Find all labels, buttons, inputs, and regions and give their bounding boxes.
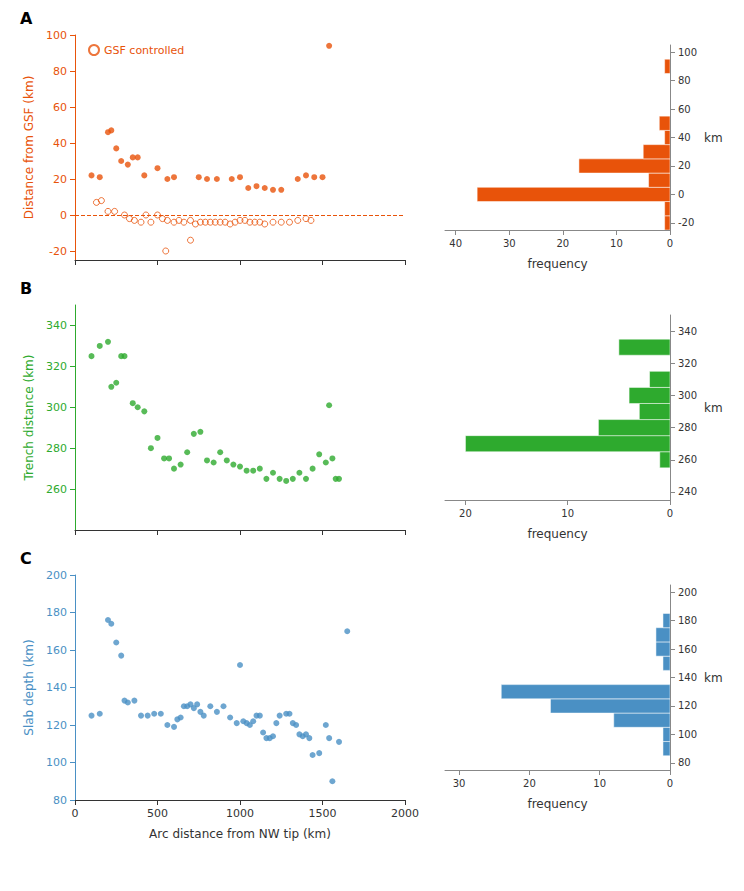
svg-text:340: 340 <box>678 326 697 337</box>
svg-text:320: 320 <box>46 360 67 373</box>
svg-text:180: 180 <box>678 615 697 626</box>
svg-text:0: 0 <box>667 778 673 789</box>
svg-text:km: km <box>704 671 723 685</box>
svg-text:20: 20 <box>556 238 569 249</box>
svg-text:320: 320 <box>678 358 697 369</box>
svg-text:100: 100 <box>46 756 67 769</box>
svg-text:frequency: frequency <box>527 527 587 541</box>
svg-text:500: 500 <box>147 807 168 820</box>
svg-text:340: 340 <box>46 319 67 332</box>
svg-text:C: C <box>20 549 32 568</box>
svg-text:GSF controlled: GSF controlled <box>104 44 184 57</box>
svg-text:60: 60 <box>678 104 691 115</box>
svg-text:80: 80 <box>53 794 67 807</box>
svg-text:frequency: frequency <box>527 257 587 271</box>
svg-text:10: 10 <box>593 778 606 789</box>
svg-text:300: 300 <box>678 390 697 401</box>
svg-text:100: 100 <box>678 729 697 740</box>
svg-text:120: 120 <box>46 719 67 732</box>
svg-text:280: 280 <box>46 442 67 455</box>
svg-text:20: 20 <box>53 173 67 186</box>
svg-text:A: A <box>20 9 33 28</box>
svg-text:260: 260 <box>678 454 697 465</box>
svg-text:300: 300 <box>46 401 67 414</box>
svg-text:80: 80 <box>678 757 691 768</box>
svg-text:180: 180 <box>46 606 67 619</box>
svg-text:1000: 1000 <box>226 807 254 820</box>
svg-text:120: 120 <box>678 700 697 711</box>
svg-text:Trench distance (km): Trench distance (km) <box>22 355 36 482</box>
svg-text:40: 40 <box>449 238 462 249</box>
svg-text:100: 100 <box>46 29 67 42</box>
svg-text:-20: -20 <box>49 245 67 258</box>
svg-text:0: 0 <box>60 209 67 222</box>
svg-text:80: 80 <box>53 65 67 78</box>
svg-text:260: 260 <box>46 483 67 496</box>
svg-text:B: B <box>20 279 32 298</box>
svg-text:frequency: frequency <box>527 797 587 811</box>
svg-text:1500: 1500 <box>309 807 337 820</box>
svg-text:2000: 2000 <box>391 807 419 820</box>
svg-text:200: 200 <box>678 587 697 598</box>
svg-text:20: 20 <box>523 778 536 789</box>
svg-text:0: 0 <box>667 508 673 519</box>
svg-text:Slab depth (km): Slab depth (km) <box>22 639 36 735</box>
svg-text:km: km <box>704 131 723 145</box>
svg-text:km: km <box>704 401 723 415</box>
svg-text:140: 140 <box>46 681 67 694</box>
svg-text:30: 30 <box>453 778 466 789</box>
svg-text:30: 30 <box>503 238 516 249</box>
svg-text:Arc distance from NW tip (km): Arc distance from NW tip (km) <box>149 827 331 841</box>
svg-text:10: 10 <box>610 238 623 249</box>
svg-text:20: 20 <box>459 508 472 519</box>
svg-text:80: 80 <box>678 75 691 86</box>
svg-text:160: 160 <box>678 644 697 655</box>
svg-text:0: 0 <box>667 238 673 249</box>
svg-text:40: 40 <box>53 137 67 150</box>
svg-text:10: 10 <box>561 508 574 519</box>
svg-text:60: 60 <box>53 101 67 114</box>
svg-text:280: 280 <box>678 422 697 433</box>
svg-text:-20: -20 <box>678 217 694 228</box>
svg-text:0: 0 <box>678 189 684 200</box>
svg-text:200: 200 <box>46 569 67 582</box>
svg-text:0: 0 <box>72 807 79 820</box>
svg-text:20: 20 <box>678 160 691 171</box>
svg-text:40: 40 <box>678 132 691 143</box>
svg-text:Distance from GSF (km): Distance from GSF (km) <box>22 76 36 220</box>
svg-text:240: 240 <box>678 486 697 497</box>
svg-text:100: 100 <box>678 47 697 58</box>
svg-text:140: 140 <box>678 672 697 683</box>
svg-text:160: 160 <box>46 644 67 657</box>
